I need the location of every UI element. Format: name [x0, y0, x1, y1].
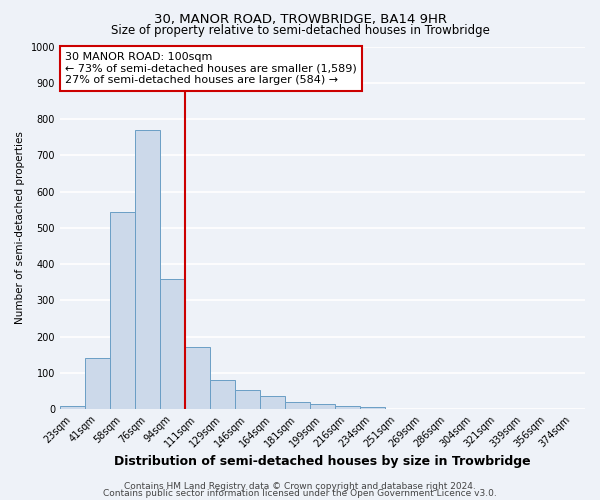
Bar: [135, 130, 160, 409]
Bar: [260, 396, 285, 409]
Bar: [310, 404, 335, 409]
Bar: [285, 402, 310, 409]
Text: 30 MANOR ROAD: 100sqm
← 73% of semi-detached houses are smaller (1,589)
27% of s: 30 MANOR ROAD: 100sqm ← 73% of semi-deta…: [65, 52, 357, 85]
Bar: [110, 212, 135, 409]
Bar: [335, 406, 360, 409]
Text: 30, MANOR ROAD, TROWBRIDGE, BA14 9HR: 30, MANOR ROAD, TROWBRIDGE, BA14 9HR: [154, 12, 446, 26]
Text: Size of property relative to semi-detached houses in Trowbridge: Size of property relative to semi-detach…: [110, 24, 490, 37]
X-axis label: Distribution of semi-detached houses by size in Trowbridge: Distribution of semi-detached houses by …: [114, 454, 531, 468]
Bar: [85, 358, 110, 409]
Text: Contains public sector information licensed under the Open Government Licence v3: Contains public sector information licen…: [103, 489, 497, 498]
Y-axis label: Number of semi-detached properties: Number of semi-detached properties: [15, 132, 25, 324]
Bar: [360, 408, 385, 409]
Bar: [160, 278, 185, 409]
Bar: [210, 380, 235, 409]
Bar: [235, 390, 260, 409]
Bar: [185, 347, 210, 409]
Text: Contains HM Land Registry data © Crown copyright and database right 2024.: Contains HM Land Registry data © Crown c…: [124, 482, 476, 491]
Bar: [60, 406, 85, 409]
